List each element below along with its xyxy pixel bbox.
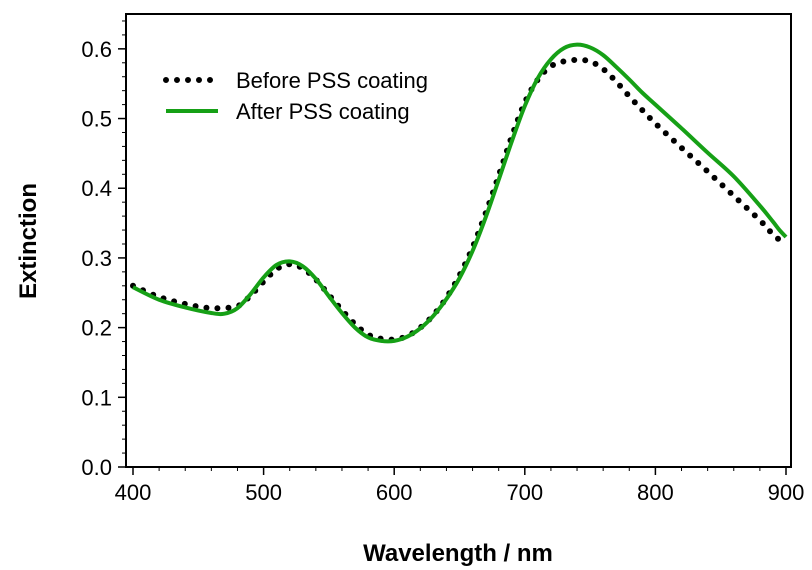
series-before-pss-line [130, 56, 789, 343]
x-tick-label: 700 [506, 480, 543, 505]
x-tick-label: 800 [637, 480, 674, 505]
x-axis-title: Wavelength / nm [363, 540, 553, 567]
x-tick-label: 500 [245, 480, 282, 505]
y-tick-label: 0.6 [81, 37, 112, 62]
legend-label-after-pss: After PSS coating [236, 99, 410, 124]
y-axis-title: Extinction [15, 183, 42, 299]
series-after-pss-line [132, 42, 788, 344]
y-axis-ticks: 0.0 0.1 0.2 0.3 0.4 0.5 0.6 [81, 20, 126, 480]
x-axis-ticks: 400 500 600 700 800 900 [115, 467, 805, 505]
y-tick-label: 0.3 [81, 246, 112, 271]
x-tick-label: 400 [115, 480, 152, 505]
y-tick-label: 0.1 [81, 385, 112, 410]
y-tick-label: 0.2 [81, 316, 112, 341]
x-tick-label: 900 [768, 480, 805, 505]
legend-label-before-pss: Before PSS coating [236, 68, 428, 93]
legend: Before PSS coating After PSS coating [163, 68, 428, 124]
y-tick-label: 0.4 [81, 176, 112, 201]
series-layer [130, 42, 789, 344]
y-tick-label: 0.0 [81, 455, 112, 480]
x-tick-label: 600 [376, 480, 413, 505]
plot-frame [125, 13, 792, 468]
y-tick-label: 0.5 [81, 107, 112, 132]
